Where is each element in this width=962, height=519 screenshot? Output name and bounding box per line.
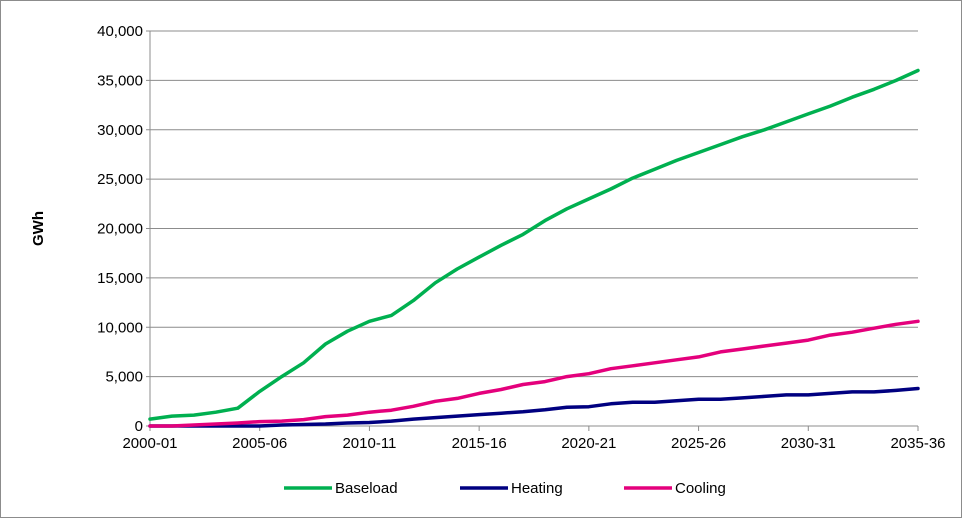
x-tick-label: 2000-01	[122, 435, 177, 452]
x-tick-label: 2005-06	[232, 435, 287, 452]
series-line-heating	[148, 386, 920, 428]
x-tick-labels: 2000-01 2005-06 2010-11 2015-16 2020-21 2025-…	[122, 435, 945, 452]
x-tick-label: 2015-16	[452, 435, 507, 452]
series-line-cooling	[148, 319, 920, 428]
y-tick-label: 40,000	[97, 23, 143, 40]
x-tick-label: 2030-31	[781, 435, 836, 452]
legend-label-heating: Heating	[511, 480, 563, 497]
series-lines	[148, 68, 920, 428]
y-tick-label: 20,000	[97, 221, 143, 238]
legend-label-baseload: Baseload	[335, 480, 398, 497]
x-tick-label: 2010-11	[342, 435, 396, 452]
y-tick-label: 25,000	[97, 171, 143, 188]
gridlines	[150, 30, 918, 378]
x-tick-label: 2025-26	[671, 435, 726, 452]
y-tick-label: 15,000	[97, 270, 143, 287]
series-line-baseload	[148, 68, 920, 421]
y-tick-label: 5,000	[105, 369, 143, 386]
y-tick-label: 35,000	[97, 72, 143, 89]
y-tick-label: 0	[135, 418, 143, 435]
x-tick-label: 2035-36	[890, 435, 945, 452]
y-tick-label: 10,000	[97, 319, 143, 336]
y-axis-title: GWh	[30, 211, 47, 246]
legend-label-cooling: Cooling	[675, 480, 726, 497]
legend: Baseload Heating Cooling	[284, 480, 726, 497]
y-tick-label: 30,000	[97, 122, 143, 139]
x-tick-label: 2020-21	[561, 435, 616, 452]
y-tick-labels: 0 5,000 10,000 15,000 20,000 25,000 30,000 35,0…	[97, 23, 143, 435]
axes	[146, 30, 919, 431]
